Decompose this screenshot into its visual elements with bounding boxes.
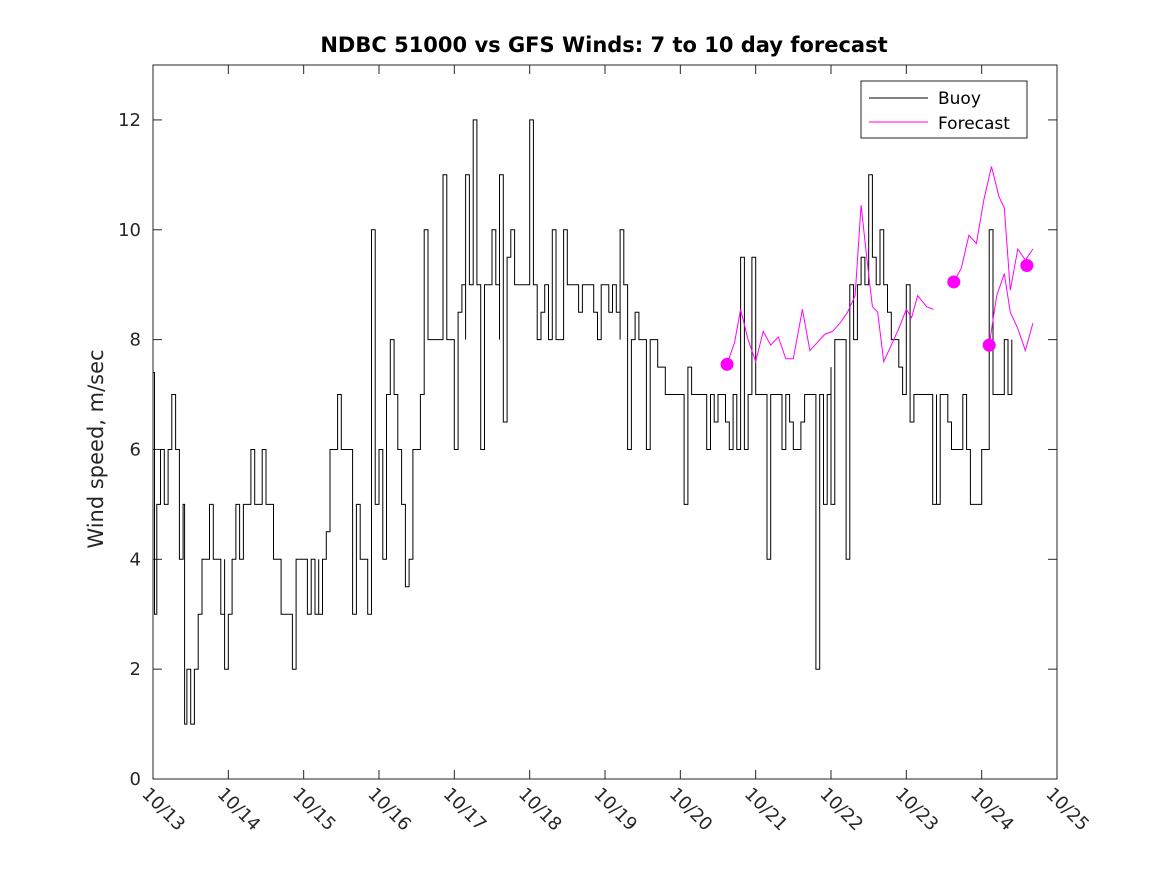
y-tick-label: 12 xyxy=(118,110,141,131)
plot-frame xyxy=(152,64,1058,780)
forecast-marker xyxy=(720,357,734,371)
y-tick-label: 4 xyxy=(130,549,141,570)
legend: Buoy Forecast xyxy=(860,80,1028,139)
forecast-marker xyxy=(982,338,996,352)
series-layer xyxy=(153,119,1034,725)
y-tick-label: 0 xyxy=(130,769,141,790)
forecast-series-line xyxy=(988,273,1034,353)
chart-title: NDBC 51000 vs GFS Winds: 7 to 10 day for… xyxy=(320,33,887,57)
legend-box xyxy=(860,80,1028,139)
forecast-series-line xyxy=(726,205,934,365)
y-axis: 0 2 4 6 8 10 12 xyxy=(118,110,1057,790)
y-axis-label: Wind speed, m/sec xyxy=(84,349,108,548)
y-tick-label: 8 xyxy=(130,330,141,351)
legend-buoy-label: Buoy xyxy=(938,89,981,109)
legend-forecast-label: Forecast xyxy=(938,114,1010,134)
plot-area xyxy=(152,64,1058,780)
y-tick-label: 10 xyxy=(118,220,141,241)
forecast-marker xyxy=(947,275,961,289)
y-tick-label: 6 xyxy=(130,439,141,460)
forecast-series-line xyxy=(953,166,1034,291)
forecast-marker xyxy=(1020,258,1034,272)
buoy-series-line xyxy=(153,119,1013,725)
y-tick-label: 2 xyxy=(130,659,141,680)
